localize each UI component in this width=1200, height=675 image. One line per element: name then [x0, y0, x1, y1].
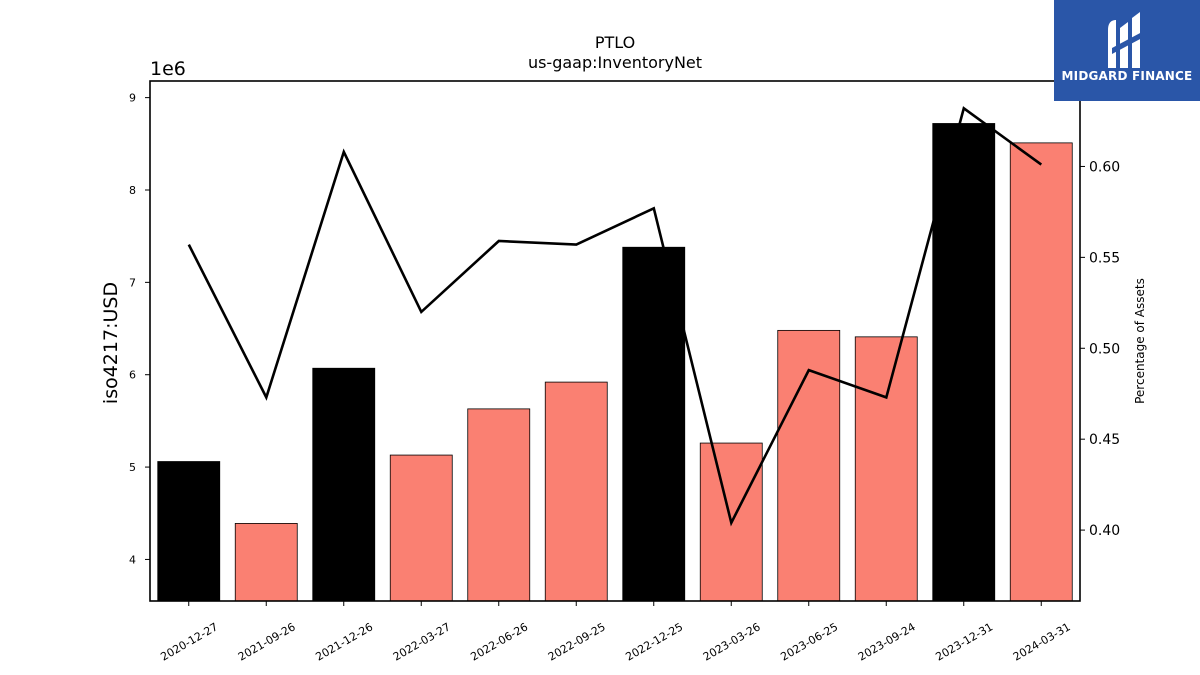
bar-group	[157, 123, 1073, 602]
y-tick-label-5: 5	[129, 461, 136, 474]
bar-2022-09-25	[544, 381, 608, 602]
bar-2024-03-31	[1009, 142, 1073, 602]
y-tick-label-6: 6	[129, 369, 136, 382]
plot-frame	[149, 80, 1081, 602]
y2-axis-label: Percentage of Assets	[1133, 278, 1147, 404]
x-tick-label-2022-09-25: 2022-09-25	[546, 620, 608, 663]
x-tick-label-2021-09-26: 2021-09-26	[236, 620, 298, 663]
midgard-finance-logo: MIDGARD FINANCE	[1054, 0, 1200, 101]
x-tick-label-2023-03-26: 2023-03-26	[701, 620, 763, 663]
y2-tick-label-0.45: 0.45	[1089, 432, 1120, 448]
y-axis-label: iso4217:USD	[100, 282, 122, 404]
y2-tick-label-0.50: 0.50	[1089, 341, 1120, 357]
logo-text: MIDGARD FINANCE	[1061, 69, 1193, 83]
y-tick-label-7: 7	[129, 276, 136, 289]
x-tick-label-2021-12-26: 2021-12-26	[313, 620, 375, 663]
bar-2023-12-31	[932, 123, 996, 602]
x-tick-label-2023-12-31: 2023-12-31	[933, 620, 995, 663]
bar-2022-03-27	[389, 454, 453, 602]
bar-2020-12-27	[157, 461, 221, 602]
bar-2021-09-26	[234, 523, 298, 602]
bar-2023-09-24	[854, 336, 918, 602]
y-offset-label: 1e6	[150, 58, 186, 80]
midgard-logo-icon	[1108, 12, 1142, 68]
x-tick-label-2023-09-24: 2023-09-24	[856, 620, 918, 663]
y-tick-label-8: 8	[129, 184, 136, 197]
x-tick-label-2022-06-26: 2022-06-26	[468, 620, 530, 663]
y2-tick-label-0.60: 0.60	[1089, 159, 1120, 175]
x-tick-label-2020-12-27: 2020-12-27	[158, 620, 220, 663]
y-tick-label-9: 9	[129, 92, 136, 105]
bar-2021-12-26	[312, 367, 376, 602]
y-tick-label-4: 4	[129, 553, 136, 566]
bar-2022-12-25	[622, 246, 686, 602]
chart-title: PTLO	[595, 33, 635, 52]
bar-2022-06-26	[467, 408, 531, 602]
line-group	[187, 106, 1043, 527]
x-tick-label-2022-03-27: 2022-03-27	[391, 620, 453, 663]
x-tick-label-2023-06-25: 2023-06-25	[778, 620, 840, 663]
x-tick-label-2024-03-31: 2024-03-31	[1011, 620, 1073, 663]
chart-subtitle: us-gaap:InventoryNet	[528, 53, 702, 72]
bar-2023-06-25	[777, 329, 841, 602]
y2-tick-label-0.40: 0.40	[1089, 523, 1120, 539]
x-tick-label-2022-12-25: 2022-12-25	[623, 620, 685, 663]
y2-tick-label-0.55: 0.55	[1089, 250, 1120, 266]
series-line-percentage-of-assets	[187, 106, 1043, 527]
